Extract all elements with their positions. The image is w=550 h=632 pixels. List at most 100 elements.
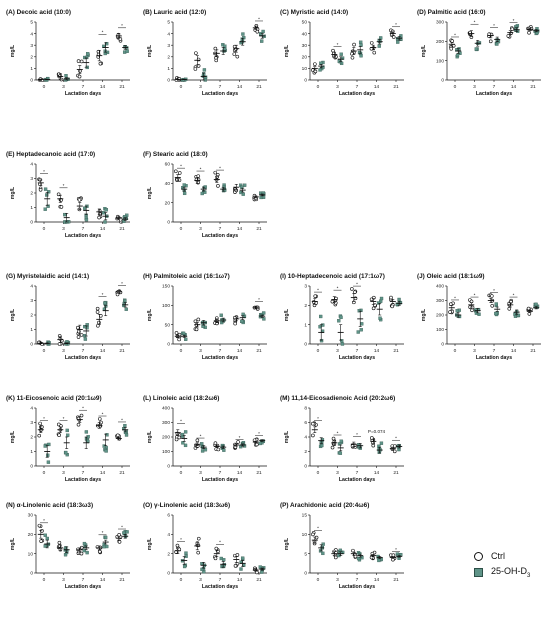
x-tick-label: 7 <box>82 84 85 90</box>
sig-star: * <box>180 419 182 424</box>
x-axis-label: Lactation days <box>339 355 375 361</box>
treat-point <box>474 311 479 315</box>
sig-star: * <box>180 537 182 542</box>
treat-point <box>358 40 363 44</box>
y-tick-label: 300 <box>162 420 170 426</box>
panel-title: (B) Lauric acid (12:0) <box>143 9 206 16</box>
sig-star: * <box>102 411 104 416</box>
y-tick-label: 2 <box>167 55 170 61</box>
x-tick-label: 0 <box>317 577 320 583</box>
x-tick-label: 21 <box>530 348 536 354</box>
ctrl-point <box>510 27 515 31</box>
y-tick-label: 200 <box>436 39 444 45</box>
x-axis-label: Lactation days <box>202 584 238 590</box>
treat-point <box>319 314 323 319</box>
ctrl-point <box>391 553 396 558</box>
treat-point <box>397 447 401 452</box>
treat-point <box>318 68 322 72</box>
treat-point <box>397 297 401 302</box>
ctrl-point <box>98 212 102 216</box>
y-axis-label: mg/L <box>10 308 16 321</box>
treat-point <box>339 315 343 320</box>
ctrl-point <box>311 433 315 438</box>
panel-title: (A) Decoic acid (10:0) <box>6 9 71 16</box>
y-tick-label: 50 <box>165 322 171 328</box>
treat-point <box>182 191 187 196</box>
treat-point <box>455 309 459 313</box>
ctrl-point <box>233 564 238 568</box>
sig-star: * <box>219 165 221 170</box>
x-tick-label: 0 <box>43 226 46 232</box>
sig-star: * <box>337 286 339 291</box>
y-tick-label: 1 <box>167 66 170 72</box>
y-tick-label: 1 <box>30 327 33 333</box>
x-tick-label: 3 <box>62 84 65 90</box>
panel-2: (C) Myristic acid (14:0) 0 10 20 30 40 50 mg/L 0… <box>280 9 404 97</box>
treat-point <box>262 311 266 315</box>
ctrl-point <box>215 175 219 179</box>
ctrl-point <box>313 294 318 298</box>
treat-point <box>240 319 244 324</box>
treat-point <box>65 433 70 437</box>
sig-star: * <box>317 416 319 421</box>
ctrl-point <box>448 310 452 314</box>
treat-point <box>378 316 382 320</box>
panel-title: (P) Arachidonic acid (20:4ω6) <box>280 502 369 509</box>
ctrl-point <box>98 549 102 554</box>
sig-star: * <box>43 169 45 174</box>
treat-point <box>103 220 107 224</box>
y-tick-label: 0 <box>441 78 444 84</box>
y-axis-label: mg/L <box>284 44 290 57</box>
ctrl-point <box>97 215 101 220</box>
treat-point <box>360 555 364 560</box>
x-tick-label: 21 <box>256 84 262 90</box>
treat-point <box>219 556 223 561</box>
ctrl-point <box>314 535 319 540</box>
treat-point <box>455 53 460 58</box>
ctrl-point <box>255 29 260 34</box>
sig-star: * <box>317 526 319 531</box>
x-tick-label: 7 <box>493 348 496 354</box>
x-axis-label: Lactation days <box>476 355 512 361</box>
treat-point <box>181 441 185 445</box>
x-tick-label: 7 <box>82 226 85 232</box>
treat-point <box>200 567 204 572</box>
ctrl-point <box>389 295 393 300</box>
ctrl-point <box>331 48 335 53</box>
treat-point <box>102 544 106 549</box>
panel-4: (E) Heptadecanoic acid (17:0) 0 1 2 3 4 mg/L 0 3… <box>6 151 130 239</box>
sig-star: * <box>102 530 104 535</box>
treat-point <box>262 317 266 321</box>
ctrl-point <box>470 308 474 313</box>
treat-square-marker <box>474 567 483 577</box>
y-axis-label: mg/L <box>284 430 290 443</box>
treat-point <box>340 339 344 343</box>
x-tick-label: 0 <box>180 348 183 354</box>
sig-star: * <box>395 22 397 27</box>
panel-title: (K) 11-Eicosenoic acid (20:1ω9) <box>6 395 102 402</box>
treat-point <box>242 183 247 187</box>
treat-point <box>241 192 245 196</box>
panel-7: (H) Palmitoleic acid (16:1ω7) 0 50 100 150 mg… <box>143 273 267 361</box>
treat-point <box>203 75 208 79</box>
panel-1: (B) Lauric acid (12:0) 0 1 2 3 4 5 mg/L 0 3 7 14 21 L… <box>143 9 267 97</box>
ctrl-point <box>236 440 240 444</box>
treat-point <box>494 311 498 316</box>
y-tick-label: 3 <box>30 298 33 304</box>
x-tick-label: 14 <box>237 348 243 354</box>
panel-title: (G) Myristelaidic acid (14:1) <box>6 273 89 280</box>
y-tick-label: 0 <box>441 342 444 348</box>
treat-point <box>85 323 89 327</box>
x-tick-label: 3 <box>62 348 65 354</box>
ctrl-point <box>76 59 81 63</box>
treat-point <box>242 563 246 567</box>
x-axis-label: Lactation days <box>65 477 101 483</box>
sig-star: * <box>454 295 456 300</box>
ctrl-point <box>196 536 201 541</box>
ctrl-point <box>313 69 318 74</box>
treat-point <box>183 430 188 434</box>
x-tick-label: 21 <box>393 348 399 354</box>
y-tick-label: 60 <box>165 162 171 168</box>
x-tick-label: 3 <box>473 348 476 354</box>
sig-star: * <box>454 32 456 37</box>
